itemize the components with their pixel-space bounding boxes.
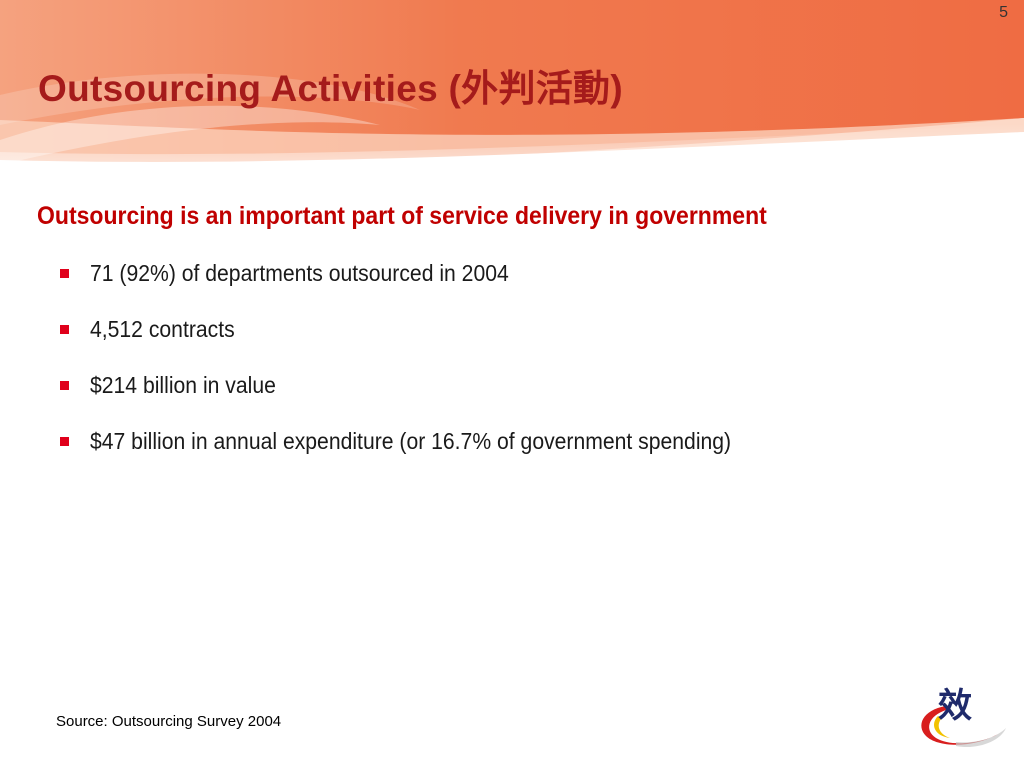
square-bullet-icon (60, 437, 69, 446)
efficiency-logo: 效 (916, 676, 1008, 752)
bullet-list: 71 (92%) of departments outsourced in 20… (60, 260, 787, 484)
bullet-text: 71 (92%) of departments outsourced in 20… (90, 260, 509, 286)
page-number: 5 (999, 4, 1008, 21)
slide-subtitle: Outsourcing is an important part of serv… (37, 202, 767, 230)
square-bullet-icon (60, 269, 69, 278)
logo-character: 效 (938, 686, 972, 726)
bullet-item: 71 (92%) of departments outsourced in 20… (60, 260, 787, 316)
square-bullet-icon (60, 325, 69, 334)
bullet-item: $47 billion in annual expenditure (or 16… (60, 428, 787, 484)
bullet-text: 4,512 contracts (90, 316, 235, 342)
header-background (0, 0, 1024, 200)
bullet-item: 4,512 contracts (60, 316, 787, 372)
logo-swoosh-icon (921, 706, 1006, 748)
square-bullet-icon (60, 381, 69, 390)
source-note: Source: Outsourcing Survey 2004 (56, 713, 282, 730)
bullet-item: $214 billion in value (60, 372, 787, 428)
bullet-text: $47 billion in annual expenditure (or 16… (90, 428, 732, 454)
slide-title: Outsourcing Activities (外判活動) (38, 68, 623, 109)
bullet-text: $214 billion in value (90, 372, 276, 398)
